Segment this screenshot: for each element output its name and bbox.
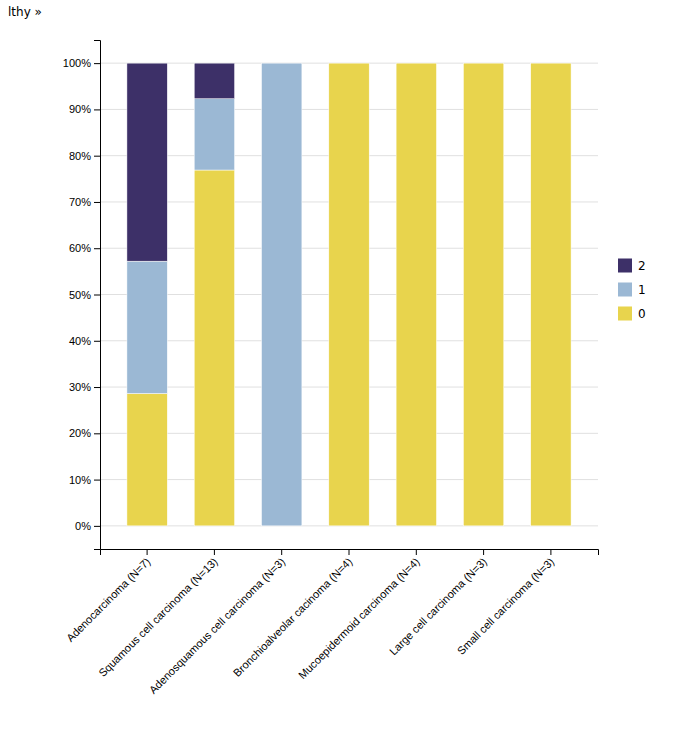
tick-label: 60%	[69, 242, 91, 254]
tick-mark	[94, 480, 100, 481]
tick-label: 50%	[69, 289, 91, 301]
tick-mark	[147, 549, 148, 555]
tick: 100%	[63, 57, 100, 69]
bar	[127, 394, 167, 526]
tick: 40%	[69, 335, 100, 347]
tick-mark	[94, 433, 100, 434]
y-axis: 0% 10% 20% 30% 40% 50% 60% 70% 80% 90% 100%	[63, 41, 101, 550]
x-axis: Adenocarcinoma (N=7)Squamous cell carcin…	[64, 549, 599, 696]
bar	[329, 63, 369, 64]
tick: 70%	[69, 196, 100, 208]
bar-series	[127, 63, 571, 526]
tick: 90%	[69, 103, 100, 115]
legend-label: 1	[638, 283, 646, 297]
tick-mark	[94, 156, 100, 157]
grid	[100, 63, 598, 526]
tick-label: 20%	[69, 427, 91, 439]
axis-line	[101, 550, 599, 556]
tick-mark	[94, 202, 100, 203]
legend-item: 2	[618, 259, 646, 273]
tick-label: 40%	[69, 335, 91, 347]
axis-line	[94, 41, 101, 550]
legend-label: 2	[638, 259, 646, 273]
bar	[194, 63, 234, 99]
tick-mark	[94, 109, 100, 110]
bar-series	[127, 63, 235, 261]
tick-mark	[94, 63, 100, 64]
bar	[531, 63, 571, 64]
chart: 0% 10% 20% 30% 40% 50% 60% 70% 80% 90% 100% Adenoca…	[0, 0, 688, 734]
bar	[329, 63, 369, 526]
bar-series	[127, 63, 302, 526]
tick: Squamous cell carcinoma (N=13)	[96, 549, 220, 679]
bar	[262, 63, 302, 64]
tick: 30%	[69, 381, 100, 393]
tick-mark	[349, 549, 350, 555]
bar	[194, 99, 234, 170]
bar	[396, 63, 436, 64]
bar	[262, 63, 302, 526]
tick-mark	[94, 526, 100, 527]
bar	[329, 63, 369, 64]
tick-label: 100%	[63, 57, 91, 69]
bar	[396, 63, 436, 526]
legend-label: 0	[638, 307, 646, 321]
tick-label: Mucoepidermoid carcinoma (N=4)	[296, 555, 422, 681]
annotation: lthy »	[8, 5, 42, 19]
bar	[194, 170, 234, 526]
tick-label: 70%	[69, 196, 91, 208]
tick-label: Adenosquamous cell carcinoma (N=3)	[147, 555, 288, 696]
tick-mark	[550, 549, 551, 555]
tick-mark	[416, 549, 417, 555]
bars	[127, 63, 571, 526]
legend-swatch	[618, 307, 632, 321]
bar	[127, 63, 167, 261]
tick: 0%	[75, 520, 100, 532]
bar	[127, 261, 167, 393]
tick-mark	[94, 295, 100, 296]
tick: 80%	[69, 150, 100, 162]
tick: 10%	[69, 474, 100, 486]
tick-label: Squamous cell carcinoma (N=13)	[96, 555, 220, 679]
tick: Bronchioalveolar cacinoma (N=4)	[231, 549, 355, 679]
tick: Mucoepidermoid carcinoma (N=4)	[296, 549, 422, 681]
tick-label: 0%	[75, 520, 91, 532]
tick-mark	[214, 549, 215, 555]
bar	[463, 63, 503, 64]
tick-label: 10%	[69, 474, 91, 486]
tick-label: 80%	[69, 150, 91, 162]
bar	[531, 63, 571, 64]
tick: Small cell carcinoma (N=3)	[455, 549, 557, 657]
tick-mark	[94, 248, 100, 249]
tick: 60%	[69, 242, 100, 254]
tick-mark	[94, 387, 100, 388]
bar	[463, 63, 503, 526]
tick-label: Bronchioalveolar cacinoma (N=4)	[231, 555, 355, 679]
legend: 2 1 0	[618, 259, 646, 321]
legend-swatch	[618, 259, 632, 273]
tick: Adenosquamous cell carcinoma (N=3)	[147, 549, 288, 696]
bar	[463, 63, 503, 64]
tick-label: Small cell carcinoma (N=3)	[455, 555, 557, 657]
legend-item: 0	[618, 307, 646, 321]
legend-item: 1	[618, 283, 646, 297]
plot: 0% 10% 20% 30% 40% 50% 60% 70% 80% 90% 100% Adenoca…	[63, 41, 599, 696]
legend-swatch	[618, 283, 632, 297]
tick-label: 30%	[69, 381, 91, 393]
tick-mark	[281, 549, 282, 555]
tick-mark	[94, 341, 100, 342]
bar	[531, 63, 571, 526]
tick-label: 90%	[69, 103, 91, 115]
tick: 50%	[69, 289, 100, 301]
tick-mark	[483, 549, 484, 555]
bar	[396, 63, 436, 64]
tick: 20%	[69, 427, 100, 439]
